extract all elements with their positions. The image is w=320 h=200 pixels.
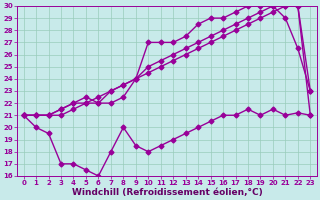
X-axis label: Windchill (Refroidissement éolien,°C): Windchill (Refroidissement éolien,°C) — [72, 188, 262, 197]
